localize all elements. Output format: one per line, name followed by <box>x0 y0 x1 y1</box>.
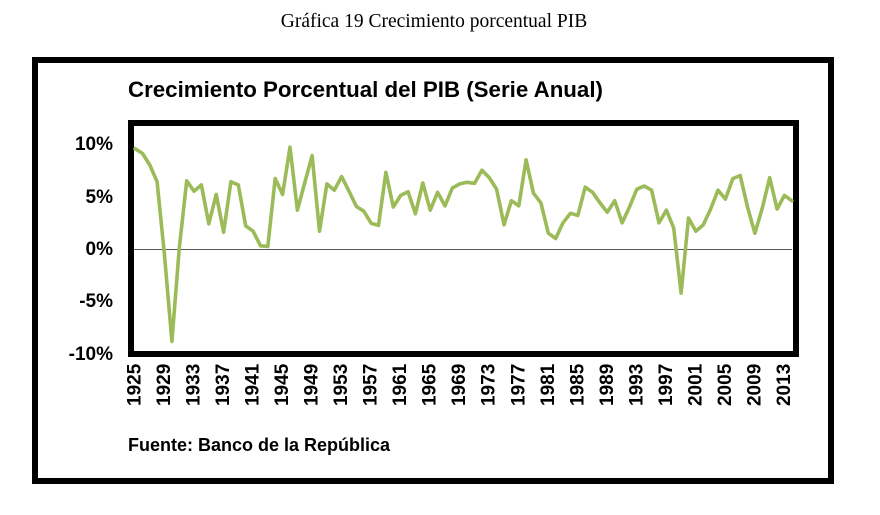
svg-text:1949: 1949 <box>302 364 323 406</box>
svg-text:2009: 2009 <box>744 364 765 406</box>
svg-text:1925: 1925 <box>125 363 146 406</box>
svg-text:1997: 1997 <box>656 364 677 406</box>
svg-text:1965: 1965 <box>420 363 441 406</box>
svg-text:1941: 1941 <box>243 363 264 406</box>
svg-text:1977: 1977 <box>508 364 529 406</box>
svg-text:1961: 1961 <box>390 363 411 406</box>
svg-text:1989: 1989 <box>597 364 618 406</box>
svg-text:1981: 1981 <box>538 363 559 406</box>
svg-text:1985: 1985 <box>567 363 588 406</box>
svg-text:1945: 1945 <box>272 363 293 406</box>
svg-text:2005: 2005 <box>715 363 736 406</box>
svg-text:1957: 1957 <box>361 364 382 406</box>
svg-text:1953: 1953 <box>331 364 352 406</box>
svg-text:1969: 1969 <box>449 364 470 406</box>
svg-text:1993: 1993 <box>626 364 647 406</box>
svg-text:1973: 1973 <box>479 364 500 406</box>
svg-text:2001: 2001 <box>685 363 706 406</box>
svg-text:1933: 1933 <box>184 364 205 406</box>
svg-text:1929: 1929 <box>154 364 175 406</box>
svg-text:2013: 2013 <box>774 364 795 406</box>
svg-text:1937: 1937 <box>213 364 234 406</box>
